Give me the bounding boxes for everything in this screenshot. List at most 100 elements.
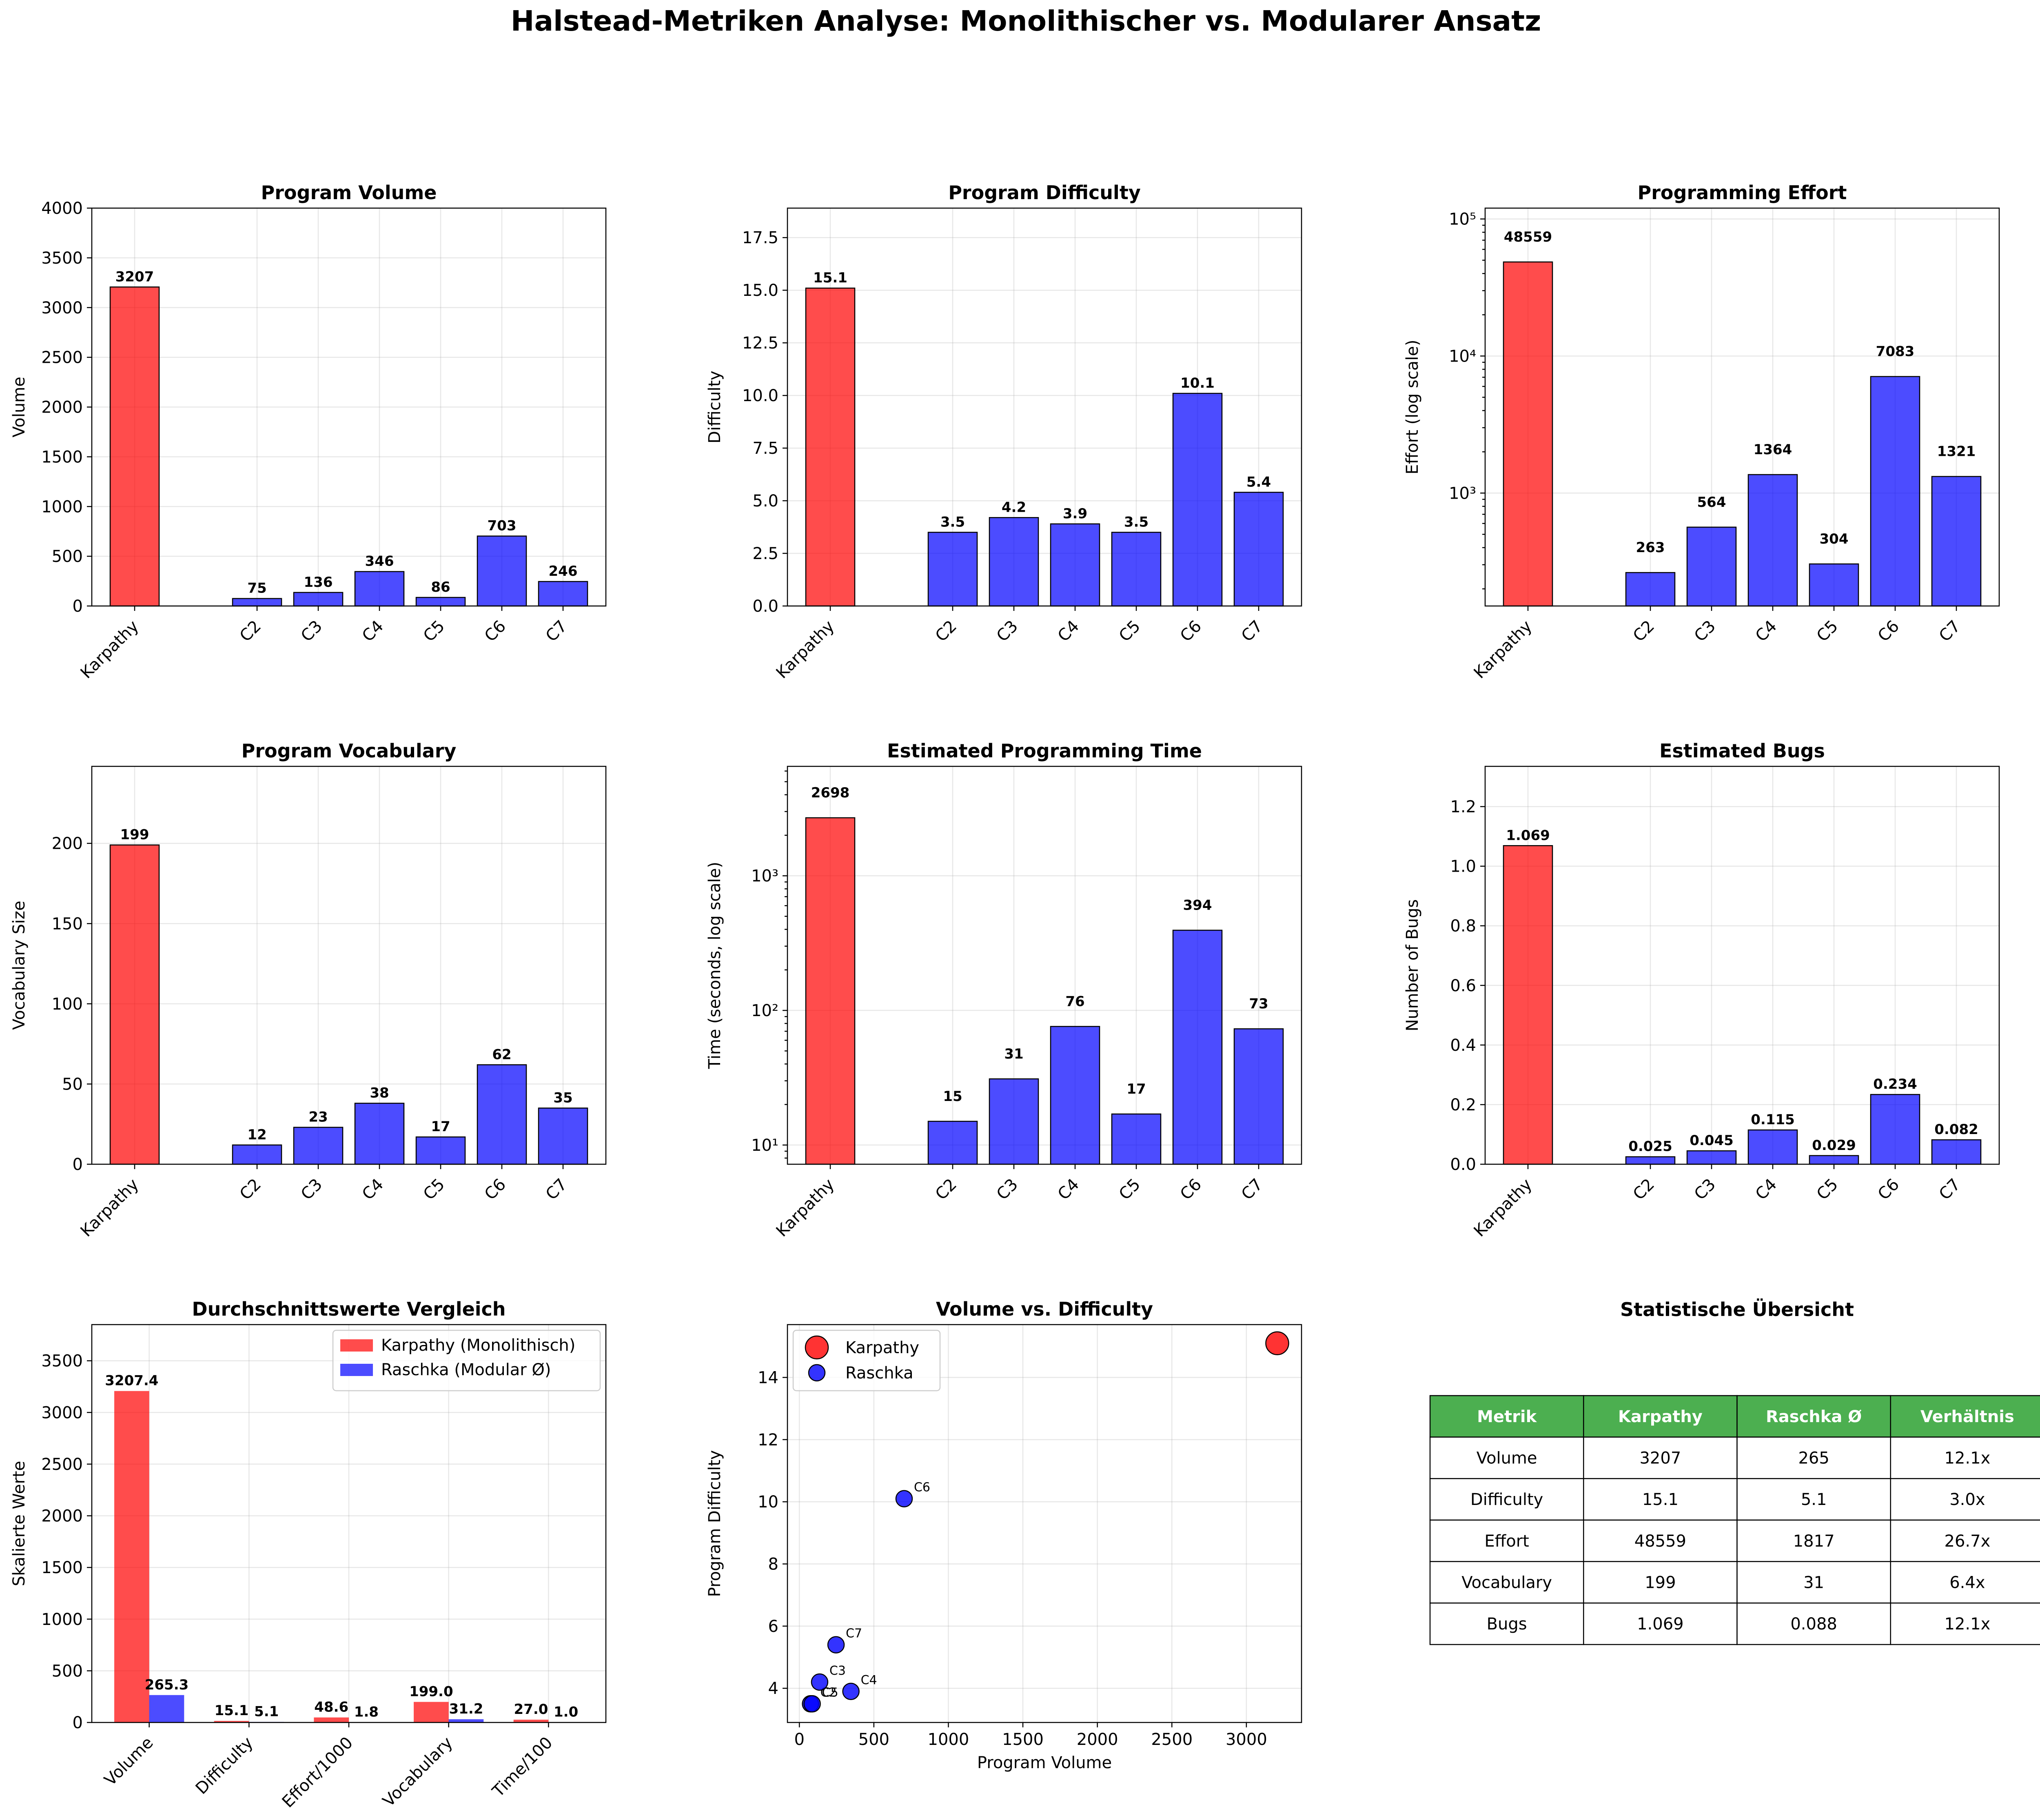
- table-header-text: Raschka Ø: [1766, 1407, 1862, 1426]
- y-tick-label: 10¹: [751, 1136, 778, 1155]
- bar-value-label: 3207: [115, 269, 154, 285]
- table-cell: [1736, 1561, 1891, 1604]
- point-annotation: C5: [822, 1685, 838, 1700]
- bar-value-label: 3.5: [940, 514, 965, 530]
- bar-value-label: 1321: [1937, 444, 1976, 460]
- bar-karpathy-monolithisch-volume: [114, 1391, 149, 1722]
- bar-c7: [538, 581, 588, 607]
- bar-value-label: 199.0: [409, 1684, 453, 1700]
- table-header-cell: [1890, 1395, 2040, 1438]
- y-tick-label: 3500: [41, 249, 83, 268]
- table-cell-text: 1.069: [1637, 1615, 1684, 1634]
- table-cell: [1890, 1519, 2040, 1562]
- bar-value-label: 3.5: [1124, 514, 1149, 530]
- bar-value-label: 12: [247, 1127, 266, 1143]
- y-tick-label: 2.5: [752, 544, 778, 563]
- legend-label: Karpathy: [845, 1338, 919, 1357]
- legend-box: [332, 1329, 601, 1392]
- bar-value-label: 346: [365, 553, 394, 570]
- bar-c6: [477, 535, 527, 607]
- table-cell-text: Volume: [1477, 1449, 1537, 1468]
- y-tick-label: 0: [73, 1155, 83, 1174]
- bar-value-label: 5.1: [254, 1704, 279, 1720]
- y-tick-label: 100: [52, 995, 83, 1014]
- y-tick-label: 10.0: [742, 386, 778, 405]
- plot-frame: [91, 1324, 607, 1723]
- table-cell: [1736, 1602, 1891, 1645]
- table-cell-text: 31: [1803, 1574, 1824, 1592]
- bar-value-label: 304: [1820, 531, 1849, 547]
- bar-raschka-modular-vocabulary: [448, 1719, 484, 1722]
- y-tick-label: 1.2: [1450, 798, 1476, 817]
- bar-value-label: 15.1: [813, 270, 847, 286]
- chart-title: Program Volume: [261, 182, 437, 204]
- table-cell-text: 3.0x: [1949, 1490, 1985, 1509]
- table-cell: [1890, 1478, 2040, 1521]
- bar-karpathy-monolithisch-effort-1000: [314, 1717, 349, 1722]
- point-annotation: C7: [846, 1627, 862, 1641]
- bar-value-label: 7083: [1876, 344, 1915, 360]
- bar-value-label: 5.4: [1246, 474, 1271, 490]
- bar-c7: [1233, 492, 1284, 607]
- bar-raschka-modular-volume: [149, 1695, 184, 1722]
- plot-frame: [1484, 766, 2000, 1165]
- chart-legend: Karpathy (Monolithisch) Raschka (Modular …: [332, 1329, 601, 1392]
- y-axis-label: Time (seconds, log scale): [705, 862, 724, 1070]
- x-tick-label: 3000: [1226, 1730, 1267, 1749]
- legend-swatch-raschka-modular: [340, 1364, 373, 1376]
- point-karpathy: [1265, 1331, 1289, 1355]
- bar-karpathy: [109, 844, 160, 1165]
- y-tick-label: 10⁵: [1449, 210, 1476, 229]
- table-cell: [1890, 1602, 2040, 1645]
- table-cell-text: 6.4x: [1949, 1574, 1985, 1592]
- point-raschka-c3: [811, 1673, 829, 1691]
- bar-value-label: 136: [304, 574, 333, 590]
- y-axis-label: Effort (log scale): [1403, 340, 1422, 474]
- bar-c4: [1747, 474, 1798, 607]
- bar-value-label: 0.234: [1873, 1076, 1917, 1092]
- chart-title: Programming Effort: [1638, 182, 1847, 204]
- y-tick-label: 0.0: [1450, 1155, 1476, 1174]
- chart-title: Estimated Programming Time: [887, 740, 1202, 762]
- point-annotation: C3: [829, 1664, 846, 1678]
- bar-karpathy: [805, 287, 856, 607]
- point-raschka-c5: [803, 1695, 821, 1713]
- y-tick-label: 3500: [41, 1352, 83, 1371]
- legend-label: Raschka: [845, 1364, 914, 1383]
- bar-value-label: 246: [549, 563, 578, 579]
- bar-value-label: 86: [431, 579, 450, 595]
- legend-box: [792, 1329, 941, 1392]
- bar-c2: [1625, 572, 1676, 607]
- y-tick-label: 500: [52, 547, 83, 566]
- bar-c5: [1111, 532, 1162, 607]
- x-tick-label: 1500: [1002, 1730, 1044, 1749]
- y-tick-label: 0.8: [1450, 917, 1476, 936]
- legend-swatch-karpathy-monolithisch: [340, 1339, 373, 1352]
- table-cell-text: 12.1x: [1945, 1615, 1991, 1634]
- bar-value-label: 48.6: [314, 1699, 348, 1716]
- plot-frame: [91, 766, 607, 1165]
- bar-karpathy: [805, 817, 856, 1165]
- y-axis-label: Difficulty: [705, 371, 724, 443]
- y-tick-label: 14: [758, 1368, 778, 1387]
- y-tick-label: 200: [52, 835, 83, 853]
- legend-marker-raschka: [808, 1364, 826, 1382]
- bar-value-label: 17: [431, 1119, 450, 1135]
- table-cell-text: 26.7x: [1945, 1532, 1991, 1551]
- bar-value-label: 263: [1636, 539, 1665, 556]
- table-header-text: Karpathy: [1618, 1407, 1703, 1426]
- chart-legend: Karpathy Raschka: [792, 1329, 941, 1392]
- bar-value-label: 15: [943, 1088, 962, 1105]
- bar-value-label: 3.9: [1063, 506, 1087, 522]
- table-title: Statistische Übersicht: [1620, 1298, 1854, 1321]
- legend-marker-karpathy: [805, 1335, 829, 1360]
- bar-value-label: 15.1: [215, 1702, 249, 1719]
- bar-c3: [293, 1127, 344, 1165]
- table-header-cell: [1429, 1395, 1584, 1438]
- chart-title: Program Difficulty: [948, 182, 1141, 204]
- bar-c3: [1686, 1150, 1737, 1165]
- bar-value-label: 73: [1249, 996, 1268, 1012]
